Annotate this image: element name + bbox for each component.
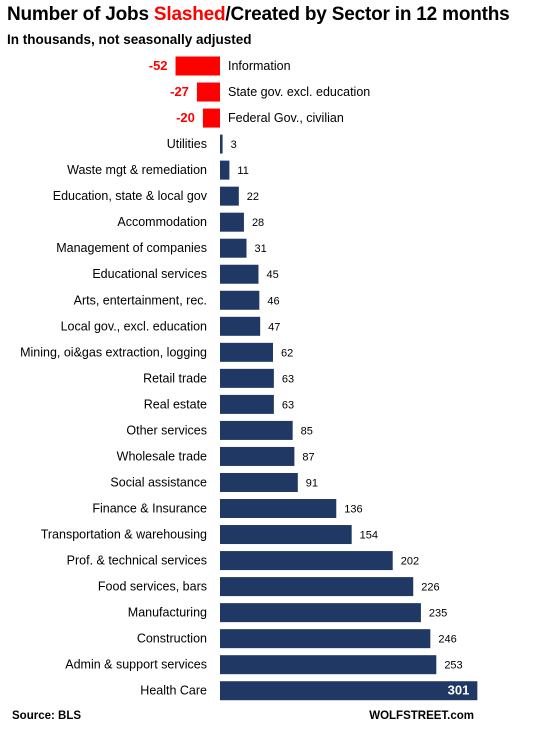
category-label-20: Prof. & technical services [67,554,207,568]
bar-6 [220,186,239,206]
category-label-12: Mining, oi&gas extraction, logging [20,345,207,359]
category-label-22: Manufacturing [128,606,207,620]
bar-20 [220,551,393,571]
bar-2 [196,82,220,102]
chart-title: Number of Jobs Slashed/Created by Sector… [7,4,510,26]
bar-3 [202,108,220,128]
bar-14 [220,394,274,414]
bar-15 [220,420,293,440]
value-label-9: 45 [266,269,278,281]
brand-label: WOLFSTREET.com [369,710,474,722]
value-label-3: -20 [176,110,195,125]
value-label-10: 46 [267,295,279,307]
bar-22 [220,603,421,623]
value-label-23: 246 [438,634,456,646]
category-label-25: Health Care [140,684,207,698]
value-label-17: 91 [306,477,318,489]
bar-18 [220,499,337,519]
category-label-3: Federal Gov., civilian [228,111,344,125]
category-label-15: Other services [126,423,207,437]
title-highlight: Slashed [153,4,226,25]
category-label-19: Transportation & warehousing [41,528,207,542]
bar-10 [220,290,260,310]
value-label-13: 63 [282,373,294,385]
value-label-18: 136 [344,504,362,516]
category-label-8: Management of companies [56,241,207,255]
bar-25 [220,681,478,701]
category-label-17: Social assistance [110,475,207,489]
category-label-4: Utilities [167,137,207,151]
category-label-9: Educational services [92,267,207,281]
category-label-21: Food services, bars [98,580,207,594]
value-label-21: 226 [421,582,439,594]
category-label-18: Finance & Insurance [92,502,207,516]
value-label-8: 31 [255,243,267,255]
value-label-12: 62 [281,347,293,359]
value-label-7: 28 [252,217,264,229]
bar-19 [220,525,352,545]
value-label-15: 85 [301,425,313,437]
category-label-6: Education, state & local gov [53,189,208,203]
value-label-24: 253 [444,660,462,672]
value-label-11: 47 [268,321,280,333]
bar-13 [220,368,274,388]
bar-5 [220,160,230,180]
bar-11 [220,316,261,336]
value-label-5: 11 [237,165,248,177]
value-label-19: 154 [360,530,378,542]
title-part-3: /Created by Sector in 12 months [225,4,510,25]
bar-23 [220,629,431,649]
bar-24 [220,655,437,675]
bar-21 [220,577,414,597]
bar-17 [220,472,298,492]
category-label-16: Wholesale trade [117,449,207,463]
value-label-4: 3 [231,139,237,151]
category-label-24: Admin & support services [65,658,207,672]
bar-1 [175,56,220,76]
title-part-1: Number of Jobs [7,4,154,25]
value-label-22: 235 [429,608,447,620]
value-label-6: 22 [247,191,259,203]
category-label-10: Arts, entertainment, rec. [74,293,207,307]
category-label-23: Construction [137,632,207,646]
bar-7 [220,212,244,232]
value-label-16: 87 [302,451,314,463]
chart-subtitle: In thousands, not seasonally adjusted [7,32,252,47]
source-note: Source: BLS [12,710,82,722]
category-label-14: Real estate [144,397,207,411]
bar-16 [220,446,295,466]
category-label-7: Accommodation [117,215,207,229]
category-label-5: Waste mgt & remediation [67,163,207,177]
category-label-2: State gov. excl. education [228,85,370,99]
bar-4 [220,134,223,154]
value-label-14: 63 [282,399,294,411]
bar-12 [220,342,274,362]
bar-8 [220,238,247,258]
category-label-13: Retail trade [143,371,207,385]
value-label-2: -27 [170,84,189,99]
category-label-11: Local gov., excl. education [61,319,207,333]
value-label-20: 202 [401,556,419,568]
value-label-25: 301 [448,683,470,698]
bar-9 [220,264,259,284]
category-label-1: Information [228,59,291,73]
value-label-1: -52 [149,58,168,73]
